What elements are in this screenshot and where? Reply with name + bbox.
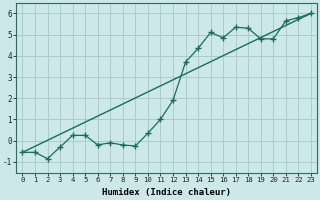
X-axis label: Humidex (Indice chaleur): Humidex (Indice chaleur) [102, 188, 231, 197]
